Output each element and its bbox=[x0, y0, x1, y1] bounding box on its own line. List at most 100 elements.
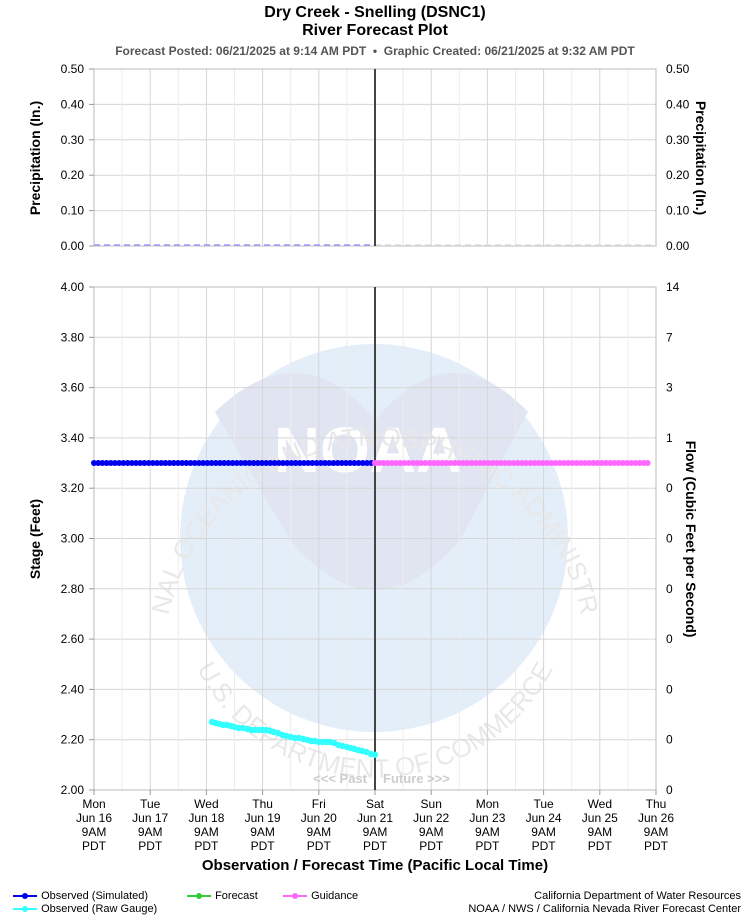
legend-marker-observed-raw bbox=[13, 906, 37, 913]
x-tick-label: Jun 25 bbox=[582, 811, 618, 825]
series-observed-simulated-point bbox=[305, 460, 312, 467]
legend-label-forecast: Forecast bbox=[215, 890, 258, 902]
flow-y2-tick-label: 1 bbox=[666, 431, 673, 445]
series-guidance-point bbox=[409, 460, 416, 467]
series-guidance-point bbox=[380, 460, 387, 467]
stage-y-axis: 2.00 2.20 2.40 2.60 2.80 3.00 3.20 3.40 3.60 3.80… bbox=[61, 280, 94, 797]
precip-y-tick-label: 0.00 bbox=[61, 239, 85, 253]
watermark-gull bbox=[215, 372, 528, 590]
series-guidance-point bbox=[577, 460, 584, 467]
legend-observed-raw: Observed (Raw Gauge) bbox=[12, 903, 157, 915]
series-guidance-point bbox=[548, 460, 555, 467]
credit-line-2: NOAA / NWS / California Nevada River For… bbox=[468, 903, 741, 915]
stage-y-tick-label: 3.00 bbox=[61, 532, 85, 546]
series-guidance-point bbox=[422, 460, 429, 467]
series-guidance-point bbox=[439, 460, 446, 467]
series-guidance-point bbox=[498, 460, 504, 467]
x-tick-label: Fri bbox=[312, 797, 326, 811]
stage-y-tick-label: 3.80 bbox=[61, 330, 85, 344]
x-tick-label: PDT bbox=[138, 839, 163, 853]
series-observed-simulated-point bbox=[158, 460, 165, 467]
series-observed-simulated-point bbox=[334, 460, 341, 467]
series-observed-simulated-point bbox=[154, 460, 160, 467]
series-observed-simulated-point bbox=[326, 460, 333, 467]
series-observed-simulated-point bbox=[301, 460, 307, 467]
series-observed-simulated-point bbox=[322, 460, 328, 467]
x-tick-label: 9AM bbox=[250, 825, 275, 839]
series-guidance-point bbox=[540, 460, 546, 467]
precip-y2-axis: 0.00 0.10 0.20 0.30 0.40 0.50 bbox=[666, 62, 690, 253]
series-guidance-point bbox=[544, 460, 551, 467]
series-observed-simulated-point bbox=[95, 460, 102, 467]
series-observed-simulated-point bbox=[137, 460, 144, 467]
x-tick-label: Sat bbox=[366, 797, 385, 811]
series-observed-simulated-point bbox=[191, 460, 198, 467]
series-guidance-point bbox=[523, 460, 530, 467]
series-observed-simulated-point bbox=[200, 460, 207, 467]
series-guidance-point bbox=[636, 460, 643, 467]
precip-y2-tick-label: 0.40 bbox=[666, 97, 690, 111]
x-tick-label: Jun 18 bbox=[188, 811, 224, 825]
future-label: Future >>> bbox=[383, 771, 450, 786]
precip-y2-tick-label: 0.50 bbox=[666, 62, 690, 76]
series-guidance-point bbox=[388, 460, 395, 467]
series-guidance-point bbox=[481, 460, 488, 467]
x-tick-label: PDT bbox=[475, 839, 500, 853]
series-guidance-point bbox=[485, 460, 492, 467]
series-guidance-point bbox=[594, 460, 601, 467]
series-guidance-point bbox=[447, 460, 454, 467]
series-guidance-point bbox=[468, 460, 475, 467]
stage-y-tick-label: 3.60 bbox=[61, 381, 85, 395]
series-observed-simulated-point bbox=[175, 460, 181, 467]
stage-y-tick-label: 2.80 bbox=[61, 582, 85, 596]
graphic-created: Graphic Created: 06/21/2025 at 9:32 AM P… bbox=[383, 44, 635, 58]
x-tick-label: Jun 26 bbox=[638, 811, 674, 825]
x-tick-label: 9AM bbox=[306, 825, 331, 839]
precip-y-tick-label: 0.20 bbox=[61, 168, 85, 182]
series-observed-simulated-point bbox=[183, 460, 190, 467]
x-tick-label: 9AM bbox=[138, 825, 163, 839]
series-guidance-point bbox=[451, 460, 458, 467]
precip-y2-tick-label: 0.30 bbox=[666, 133, 690, 147]
series-guidance-point bbox=[464, 460, 471, 467]
series-observed-simulated-point bbox=[259, 460, 265, 467]
series-guidance-point bbox=[514, 460, 521, 467]
series-observed-simulated-point bbox=[250, 460, 257, 467]
precip-y-axis: 0.00 0.10 0.20 0.30 0.40 0.50 bbox=[61, 62, 94, 253]
series-observed-simulated-point bbox=[288, 460, 295, 467]
series-observed-simulated-point bbox=[280, 460, 286, 467]
x-tick-label: 9AM bbox=[82, 825, 107, 839]
series-guidance-point bbox=[619, 460, 626, 467]
flow-y2-tick-label: 7 bbox=[666, 330, 673, 344]
series-observed-simulated-point bbox=[309, 460, 316, 467]
series-observed-simulated-point bbox=[204, 460, 211, 467]
flow-y2-axis: 0 0 0 0 0 0 0 1 3 7 14 bbox=[666, 280, 680, 797]
stage-y-tick-label: 3.20 bbox=[61, 481, 85, 495]
chart-title: Dry Creek - Snelling (DSNC1) bbox=[264, 4, 486, 21]
legend-forecast: Forecast bbox=[186, 890, 258, 902]
flow-y2-tick-label: 14 bbox=[666, 280, 680, 294]
stage-y-axis-label: Stage (Feet) bbox=[27, 499, 43, 579]
x-tick-label: Tue bbox=[533, 797, 554, 811]
flow-y2-tick-label: 0 bbox=[666, 783, 673, 797]
series-guidance-point bbox=[582, 460, 588, 467]
series-guidance-point bbox=[632, 460, 639, 467]
flow-y2-tick-label: 0 bbox=[666, 582, 673, 596]
series-observed-simulated-point bbox=[107, 460, 114, 467]
series-observed-simulated-point bbox=[91, 460, 97, 467]
legend-label-observed-raw: Observed (Raw Gauge) bbox=[41, 903, 158, 915]
x-tick-label: Mon bbox=[476, 797, 499, 811]
series-observed-simulated-point bbox=[275, 460, 282, 467]
precip-y-tick-label: 0.30 bbox=[61, 133, 85, 147]
precip-y2-axis-label: Precipitation (In.) bbox=[693, 101, 709, 215]
stage-y-tick-label: 2.40 bbox=[61, 682, 85, 696]
series-guidance-point bbox=[401, 460, 408, 467]
series-guidance-point bbox=[552, 460, 559, 467]
x-tick-label: PDT bbox=[644, 839, 669, 853]
legend-marker-guidance bbox=[283, 893, 307, 900]
series-guidance-point bbox=[603, 460, 609, 467]
series-observed-simulated-point bbox=[343, 460, 349, 467]
series-observed-simulated-point bbox=[238, 460, 244, 467]
series-observed-simulated-point bbox=[196, 460, 202, 467]
